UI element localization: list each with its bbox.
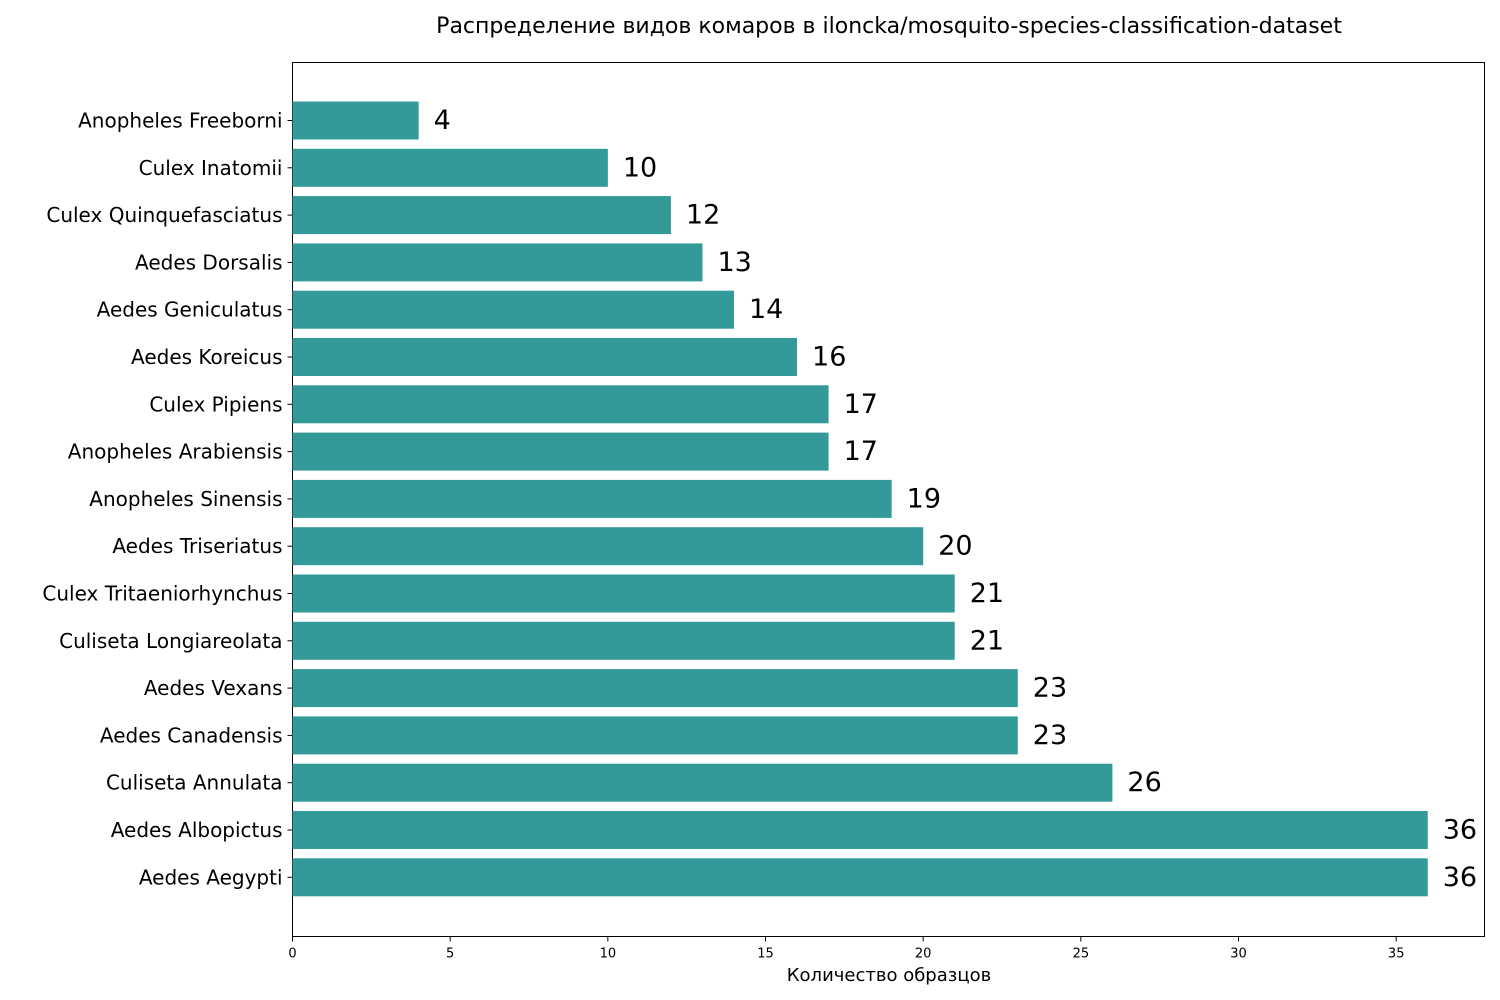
data-label: 23 [1033, 720, 1067, 751]
category-label: Anopheles Freeborni [78, 109, 282, 133]
bar [292, 716, 1018, 755]
data-label: 17 [844, 436, 878, 467]
category-label: Culiseta Longiareolata [59, 629, 282, 653]
bar [292, 385, 829, 424]
category-label: Aedes Triseriatus [112, 534, 282, 558]
x-tick-label: 35 [1388, 947, 1405, 962]
data-label: 14 [749, 294, 783, 325]
category-label: Aedes Geniculatus [97, 298, 283, 322]
bar [292, 148, 608, 187]
data-label: 26 [1127, 767, 1161, 798]
x-tick-label: 25 [1073, 947, 1090, 962]
bar [292, 101, 419, 140]
bar [292, 432, 829, 471]
data-label: 19 [907, 483, 941, 514]
bar [292, 527, 924, 566]
category-label: Culex Pipiens [149, 392, 282, 416]
category-label: Aedes Canadensis [100, 723, 283, 747]
data-label: 21 [970, 578, 1004, 609]
data-label: 21 [970, 625, 1004, 656]
x-tick-label: 10 [600, 947, 617, 962]
category-label: Anopheles Arabiensis [68, 440, 283, 464]
category-label: Aedes Aegypti [139, 865, 283, 889]
bar [292, 479, 892, 518]
bar [292, 338, 798, 376]
data-label: 20 [938, 531, 972, 562]
data-label: 10 [623, 152, 657, 183]
data-label: 23 [1033, 673, 1067, 704]
category-labels: Anopheles Freeborni Culex Inatomii Culex Q… [42, 109, 282, 890]
bar [292, 574, 955, 613]
category-label: Aedes Dorsalis [135, 250, 282, 274]
data-label: 12 [686, 200, 720, 231]
x-tick-label: 5 [446, 947, 454, 962]
data-label: 13 [717, 247, 751, 278]
bars-layer [292, 101, 1428, 897]
data-label: 36 [1443, 815, 1477, 846]
category-label: Aedes Albopictus [111, 818, 283, 842]
x-axis-label: Количество образцов [787, 965, 991, 986]
chart-title: Распределение видов комаров в iloncka/mo… [436, 14, 1342, 39]
category-label: Culex Tritaeniorhynchus [42, 582, 282, 606]
bar [292, 811, 1428, 849]
x-tick-label: 20 [915, 947, 932, 962]
bar [292, 763, 1113, 802]
x-tick-label: 0 [288, 947, 296, 962]
category-label: Anopheles Sinensis [89, 487, 282, 511]
bar [292, 669, 1018, 708]
data-label: 4 [434, 105, 451, 136]
category-label: Culex Quinquefasciatus [46, 203, 282, 227]
x-axis-ticks: 0 5 10 15 20 25 30 35 [287, 120, 1405, 962]
category-label: Culiseta Annulata [106, 771, 283, 795]
x-tick-label: 15 [757, 947, 774, 962]
bar [292, 858, 1428, 897]
value-labels: 4 10 12 13 14 16 17 17 19 20 21 21 23 23 26 36 36 [434, 105, 1477, 893]
x-tick-label: 30 [1230, 947, 1247, 962]
bar [292, 196, 671, 235]
bar [292, 621, 955, 660]
data-label: 16 [812, 342, 846, 373]
bar [292, 290, 734, 329]
data-label: 36 [1443, 862, 1477, 893]
bar [292, 243, 703, 282]
category-label: Culex Inatomii [139, 156, 283, 180]
data-label: 17 [844, 389, 878, 420]
category-label: Aedes Koreicus [131, 345, 283, 369]
category-label: Aedes Vexans [144, 676, 283, 700]
